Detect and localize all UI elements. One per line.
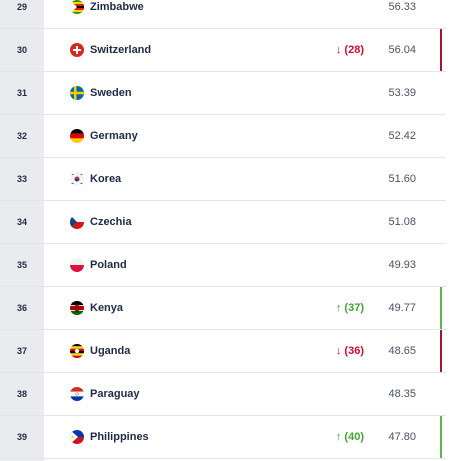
rank-number: 30	[16, 45, 27, 55]
ranking-row[interactable]: 32 Germany 52.42	[0, 115, 446, 158]
rank-column-background	[0, 0, 44, 461]
paraguay-flag-icon	[70, 387, 84, 401]
movement-indicator-bar	[440, 287, 442, 329]
country-name[interactable]: Korea	[90, 173, 122, 185]
ranking-row[interactable]: 29 Zimbabwe 56.33	[0, 0, 446, 29]
country-name[interactable]: Germany	[90, 130, 138, 142]
poland-flag-icon	[70, 258, 84, 272]
country-name[interactable]: Philippines	[90, 431, 149, 443]
zimbabwe-flag-icon	[70, 0, 84, 14]
sweden-flag-icon	[70, 86, 84, 100]
rankings-table: 29 Zimbabwe 56.33 30 Switzerland ↓ (28) …	[0, 0, 446, 459]
ranking-row[interactable]: 39 Philippines ↑ (40) 47.80	[0, 416, 446, 459]
ranking-row[interactable]: 37 Uganda ↓ (36) 48.65	[0, 330, 446, 373]
ranking-row[interactable]: 33 Korea 51.60	[0, 158, 446, 201]
country-name[interactable]: Paraguay	[90, 388, 140, 400]
ranking-row[interactable]: 35 Poland 49.93	[0, 244, 446, 287]
country-name[interactable]: Poland	[90, 259, 127, 271]
ranking-row[interactable]: 34 Czechia 51.08	[0, 201, 446, 244]
rank-movement-down: ↓ (36)	[335, 345, 364, 357]
movement-indicator-bar	[440, 330, 442, 372]
rank-number: 35	[16, 260, 27, 270]
ranking-row[interactable]: 38 Paraguay 48.35	[0, 373, 446, 416]
movement-indicator-bar	[440, 416, 442, 458]
rank-number: 33	[16, 174, 27, 184]
rank-number: 36	[16, 303, 27, 313]
rank-number: 38	[16, 389, 27, 399]
ranking-row[interactable]: 31 Sweden 53.39	[0, 72, 446, 115]
rank-number: 39	[16, 432, 27, 442]
rank-number: 29	[16, 2, 27, 12]
points-value: 49.93	[388, 259, 416, 271]
switzerland-flag-icon	[70, 43, 84, 57]
rank-number: 37	[16, 346, 27, 356]
rank-movement-down: ↓ (28)	[335, 44, 364, 56]
ranking-row[interactable]: 36 Kenya ↑ (37) 49.77	[0, 287, 446, 330]
ranking-row[interactable]: 30 Switzerland ↓ (28) 56.04	[0, 29, 446, 72]
country-name[interactable]: Switzerland	[90, 44, 152, 56]
points-value: 52.42	[388, 130, 416, 142]
rank-number: 34	[16, 217, 27, 227]
points-value: 51.60	[388, 173, 416, 185]
country-name[interactable]: Uganda	[90, 345, 131, 357]
rank-number: 31	[16, 88, 27, 98]
points-value: 56.04	[388, 44, 416, 56]
movement-indicator-bar	[440, 29, 442, 71]
country-name[interactable]: Kenya	[90, 302, 124, 314]
points-value: 49.77	[388, 302, 416, 314]
uganda-flag-icon	[70, 344, 84, 358]
country-name[interactable]: Sweden	[90, 87, 132, 99]
rank-number: 32	[16, 131, 27, 141]
country-name[interactable]: Zimbabwe	[90, 1, 144, 13]
kenya-flag-icon	[70, 301, 84, 315]
points-value: 47.80	[388, 431, 416, 443]
country-name[interactable]: Czechia	[90, 216, 132, 228]
czechia-flag-icon	[70, 215, 84, 229]
points-value: 48.35	[388, 388, 416, 400]
korea-flag-icon	[70, 172, 84, 186]
rank-movement-up: ↑ (40)	[335, 431, 364, 443]
points-value: 53.39	[388, 87, 416, 99]
points-value: 56.33	[388, 1, 416, 13]
rank-movement-up: ↑ (37)	[335, 302, 364, 314]
points-value: 48.65	[388, 345, 416, 357]
points-value: 51.08	[388, 216, 416, 228]
germany-flag-icon	[70, 129, 84, 143]
philippines-flag-icon	[70, 430, 84, 444]
